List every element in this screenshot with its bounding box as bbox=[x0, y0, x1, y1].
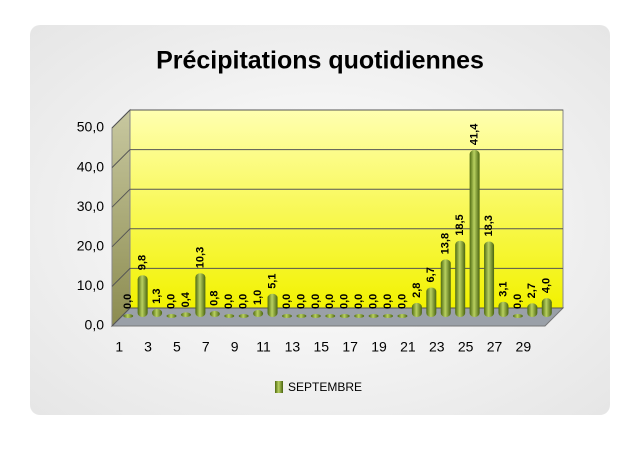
bar bbox=[383, 314, 394, 318]
y-tick-label: 50,0 bbox=[77, 119, 104, 135]
bar bbox=[253, 310, 264, 317]
value-label: 4,0 bbox=[541, 278, 553, 293]
bar bbox=[426, 287, 437, 317]
bar bbox=[512, 314, 523, 318]
value-label: 41,4 bbox=[469, 123, 481, 145]
bar bbox=[209, 310, 220, 317]
value-label: 0,0 bbox=[122, 294, 134, 309]
value-label: 2,8 bbox=[411, 283, 423, 298]
value-label: 5,1 bbox=[266, 274, 278, 289]
bar bbox=[440, 259, 451, 317]
bar bbox=[455, 240, 466, 317]
bar bbox=[296, 314, 307, 318]
bar bbox=[484, 241, 495, 317]
value-label: 0,0 bbox=[396, 294, 408, 309]
grid-line bbox=[111, 149, 563, 168]
x-tick-label: 11 bbox=[256, 339, 271, 355]
x-tick-label: 27 bbox=[487, 339, 503, 355]
value-label: 1,3 bbox=[151, 289, 163, 304]
bar bbox=[123, 314, 134, 318]
value-label: 0,0 bbox=[238, 294, 250, 309]
value-label: 9,8 bbox=[137, 255, 149, 270]
bar bbox=[281, 314, 292, 318]
grid-line bbox=[111, 267, 563, 287]
value-label: 0,8 bbox=[209, 291, 221, 306]
value-label: 0,4 bbox=[180, 291, 192, 307]
bar bbox=[354, 314, 365, 318]
grid-line bbox=[111, 228, 563, 248]
grid-line bbox=[111, 188, 563, 208]
x-tick-label: 29 bbox=[516, 339, 532, 355]
value-label: 10,3 bbox=[194, 247, 206, 268]
bar bbox=[325, 314, 336, 318]
value-label: 6,7 bbox=[425, 267, 437, 282]
x-tick-label: 25 bbox=[458, 339, 474, 355]
value-label: 0,0 bbox=[382, 294, 394, 309]
legend-label: SEPTEMBRE bbox=[288, 380, 362, 394]
grid-line bbox=[111, 109, 563, 129]
value-label: 0,0 bbox=[165, 294, 177, 309]
bar bbox=[166, 314, 177, 318]
x-tick-label: 21 bbox=[400, 339, 416, 355]
bar bbox=[137, 275, 148, 317]
value-label: 3,1 bbox=[497, 281, 509, 296]
bar bbox=[541, 298, 552, 317]
bar bbox=[238, 314, 249, 318]
y-tick-label: 0,0 bbox=[85, 317, 105, 333]
x-tick-label: 9 bbox=[231, 339, 239, 355]
chart-title: Précipitations quotidiennes bbox=[156, 47, 484, 75]
side-wall bbox=[111, 108, 131, 328]
bar bbox=[267, 293, 278, 317]
bar bbox=[152, 308, 163, 317]
x-tick-label: 3 bbox=[144, 339, 152, 355]
bar bbox=[411, 302, 422, 317]
x-tick-label: 23 bbox=[429, 339, 445, 355]
bar bbox=[224, 314, 235, 318]
value-label: 0,0 bbox=[324, 294, 336, 309]
y-tick-label: 20,0 bbox=[77, 238, 104, 254]
bar bbox=[368, 314, 379, 318]
value-label: 1,0 bbox=[252, 290, 264, 305]
bar bbox=[180, 312, 191, 317]
x-tick-label: 1 bbox=[115, 339, 123, 355]
value-label: 2,7 bbox=[526, 283, 538, 298]
value-label: 0,0 bbox=[295, 294, 307, 309]
bar bbox=[310, 314, 321, 318]
x-tick-label: 7 bbox=[202, 339, 210, 355]
y-tick-label: 40,0 bbox=[77, 158, 104, 174]
value-label: 0,0 bbox=[281, 294, 293, 309]
value-label: 0,0 bbox=[223, 294, 235, 309]
x-tick-label: 5 bbox=[173, 339, 181, 355]
y-tick-label: 30,0 bbox=[77, 198, 104, 214]
x-tick-label: 17 bbox=[342, 339, 358, 355]
bar bbox=[195, 273, 206, 317]
value-label: 0,0 bbox=[353, 294, 365, 309]
x-tick-label: 13 bbox=[285, 339, 301, 355]
bar bbox=[339, 314, 350, 318]
y-tick-label: 10,0 bbox=[77, 277, 104, 293]
bar bbox=[397, 314, 408, 318]
x-tick-label: 15 bbox=[313, 339, 329, 355]
x-tick-label: 19 bbox=[371, 339, 387, 355]
value-label: 18,5 bbox=[454, 214, 466, 235]
value-label: 18,3 bbox=[483, 215, 495, 236]
bar bbox=[498, 301, 509, 317]
bar bbox=[469, 150, 480, 317]
bar bbox=[527, 303, 538, 317]
value-label: 0,0 bbox=[367, 294, 379, 309]
floor bbox=[110, 307, 565, 327]
value-label: 0,0 bbox=[339, 294, 351, 309]
legend-swatch bbox=[275, 381, 283, 393]
value-label: 13,8 bbox=[440, 233, 452, 254]
back-wall bbox=[129, 109, 564, 309]
value-label: 0,0 bbox=[310, 294, 322, 309]
value-label: 0,0 bbox=[512, 294, 524, 309]
